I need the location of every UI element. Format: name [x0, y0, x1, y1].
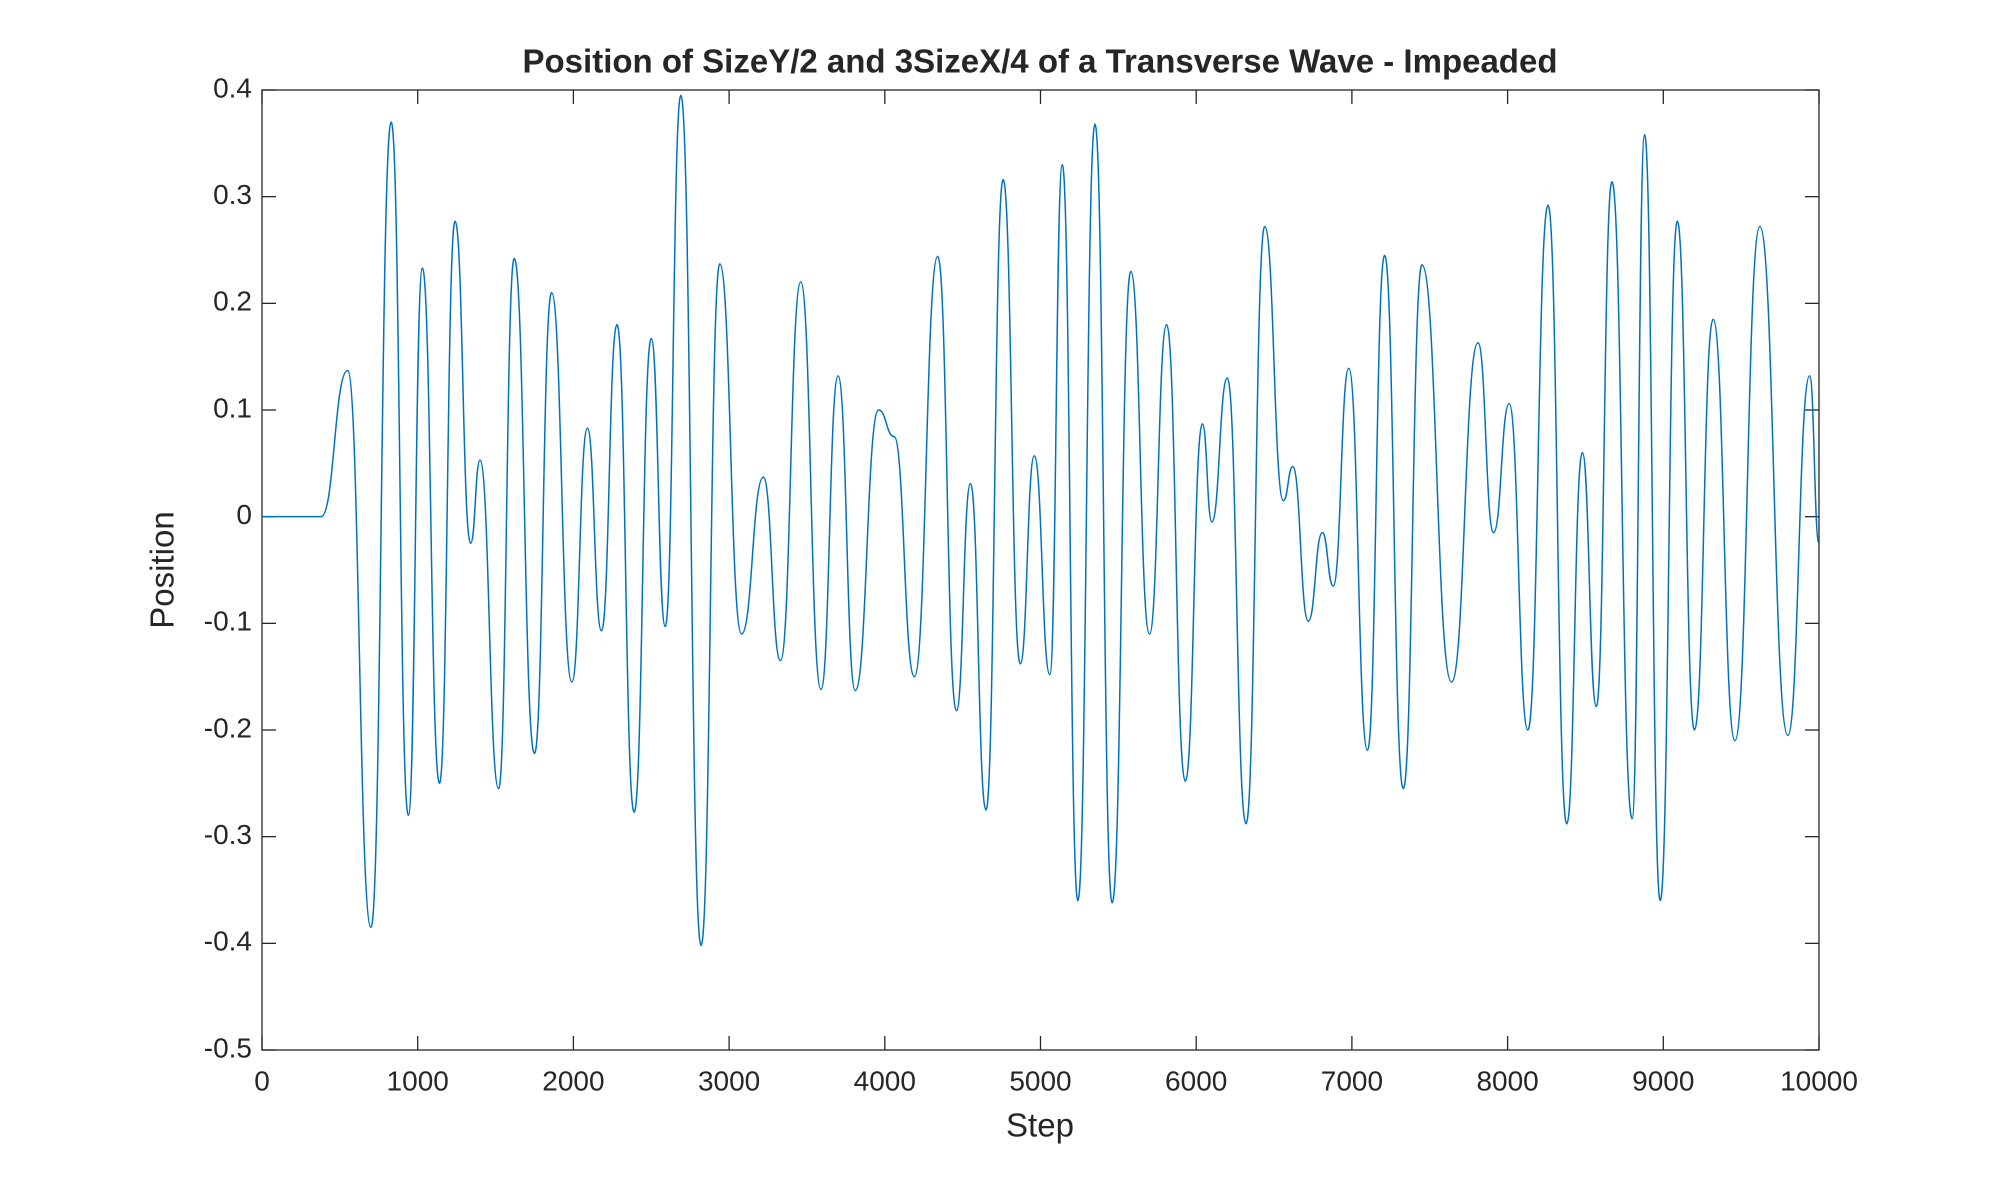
y-tick-label: -0.2 — [204, 712, 252, 743]
y-tick-label: 0.3 — [213, 179, 252, 210]
x-tick-label: 4000 — [854, 1065, 916, 1096]
x-tick-label: 3000 — [698, 1065, 760, 1096]
data-line — [262, 94, 1820, 947]
y-tick-label: -0.5 — [204, 1032, 252, 1063]
y-tick-label: -0.4 — [204, 926, 252, 957]
x-tick-label: 9000 — [1632, 1065, 1694, 1096]
x-tick-label: 0 — [254, 1065, 270, 1096]
plot-area — [261, 89, 1820, 1051]
y-tick-label: 0.4 — [213, 72, 252, 103]
x-tick-label: 10000 — [1780, 1065, 1858, 1096]
x-tick-label: 7000 — [1321, 1065, 1383, 1096]
y-tick-label: -0.1 — [204, 606, 252, 637]
y-tick-label: 0.1 — [213, 392, 252, 423]
chart-title: Position of SizeY/2 and 3SizeX/4 of a Tr… — [523, 43, 1558, 80]
y-axis-label: Position — [144, 511, 181, 628]
x-axis-label: Step — [1006, 1107, 1074, 1144]
x-tick-label: 1000 — [387, 1065, 449, 1096]
x-tick-label: 2000 — [542, 1065, 604, 1096]
y-tick-label: 0 — [236, 499, 252, 530]
x-tick-label: 8000 — [1476, 1065, 1538, 1096]
y-tick-label: -0.3 — [204, 819, 252, 850]
x-tick-label: 5000 — [1009, 1065, 1071, 1096]
x-tick-label: 6000 — [1165, 1065, 1227, 1096]
y-tick-label: 0.2 — [213, 286, 252, 317]
